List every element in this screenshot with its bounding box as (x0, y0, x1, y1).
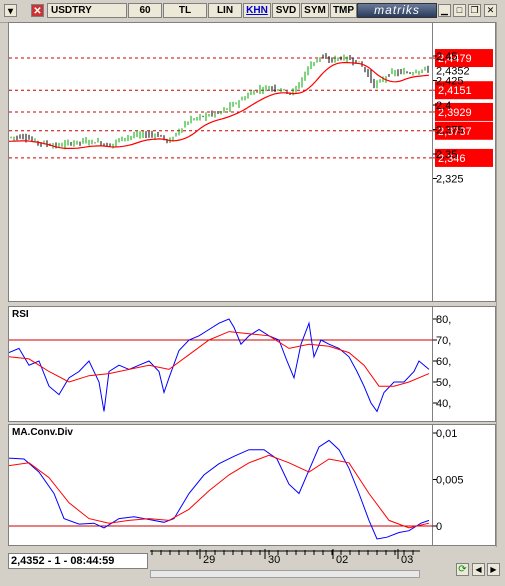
svd-button[interactable]: SVD (272, 3, 300, 18)
macd-tick-label: 0,005 (436, 475, 464, 487)
time-label: 03 (401, 554, 413, 566)
level-badge (435, 148, 493, 167)
menu-icon[interactable]: ▾ (4, 4, 17, 17)
level-badge (435, 81, 493, 100)
scale-button[interactable]: LIN (208, 3, 242, 18)
period-button[interactable]: 60 (128, 3, 162, 18)
macd-chart[interactable] (9, 425, 434, 547)
macd-panel[interactable]: MA.Conv.Div (8, 424, 434, 547)
price-tick-label: 2,45 (436, 51, 457, 63)
restore-icon[interactable]: ❐ (468, 4, 481, 17)
level-badge-label: 2,3737 (438, 126, 472, 138)
macd-title: MA.Conv.Div (12, 427, 73, 438)
tmp-button[interactable]: TMP (330, 3, 357, 18)
macd-signal-line (9, 454, 430, 529)
time-label: 29 (203, 554, 215, 566)
rsi-chart[interactable] (9, 307, 434, 423)
level-badge (435, 102, 493, 121)
current-price-label: 2,4352 (436, 66, 470, 78)
close-chart-icon[interactable]: ✕ (31, 4, 44, 17)
scroll-right-icon[interactable]: ▶ (487, 563, 500, 576)
rsi-panel[interactable]: RSI (8, 306, 434, 423)
macd-axis: 0,01 0,005 0 (433, 424, 496, 546)
macd-tick-label: 0,01 (436, 428, 457, 440)
close-window-icon[interactable]: ✕ (484, 4, 497, 17)
price-tick-label: 2,325 (436, 174, 464, 186)
rsi-tick-label: 60, (436, 356, 451, 368)
toolbar: ▾ ✕ USDTRY 60 TL LIN KHN SVD SYM TMP mat… (0, 0, 505, 23)
price-axis: 2,4479 2,4151 2,3929 2,3737 2,346 2,45 2,425 2,… (433, 22, 496, 302)
rsi-axis: 80, 70, 60, 50, 40, (433, 306, 496, 422)
price-readout: 2,4352 - 1 - 08:44:59 (8, 553, 148, 569)
brand-logo: matriks (357, 3, 437, 18)
horizontal-scrollbar[interactable] (150, 570, 420, 578)
rsi-tick-label: 70, (436, 335, 451, 347)
macd-tick-label: 0 (436, 521, 442, 533)
symbol-field[interactable]: USDTRY (47, 3, 127, 18)
price-tick-label: 2,35 (436, 149, 457, 161)
vertical-scrollbar[interactable] (496, 22, 505, 547)
level-badge-label: 2,3929 (438, 107, 472, 119)
rsi-signal-line (9, 331, 430, 387)
rsi-tick-label: 50, (436, 377, 451, 389)
time-label: 02 (336, 554, 348, 566)
price-chart-panel[interactable] (8, 22, 434, 303)
rsi-title: RSI (12, 309, 29, 320)
rsi-tick-label: 80, (436, 314, 451, 326)
sym-button[interactable]: SYM (301, 3, 329, 18)
minimize-icon[interactable]: ▁ (438, 4, 451, 17)
price-candles (10, 53, 429, 150)
price-moving-average (9, 61, 430, 150)
refresh-icon[interactable]: ⟳ (456, 563, 469, 576)
price-tick-label: 2,4 (436, 100, 451, 112)
macd-line (9, 439, 430, 540)
rsi-tick-label: 40, (436, 398, 451, 410)
rsi-line (9, 318, 430, 413)
price-tick-label: 2,375 (436, 125, 464, 137)
level-badge-label: 2,346 (438, 153, 466, 165)
level-badge-label: 2,4479 (438, 53, 472, 65)
level-badge (435, 49, 493, 68)
price-chart[interactable] (9, 23, 434, 303)
time-label: 30 (268, 554, 280, 566)
khn-button[interactable]: KHN (243, 3, 271, 18)
level-badge-label: 2,4151 (438, 85, 472, 97)
currency-button[interactable]: TL (163, 3, 207, 18)
price-tick-label: 2,425 (436, 76, 464, 88)
level-badge (435, 121, 493, 140)
scroll-left-icon[interactable]: ◀ (472, 563, 485, 576)
maximize-icon[interactable]: □ (453, 4, 466, 17)
